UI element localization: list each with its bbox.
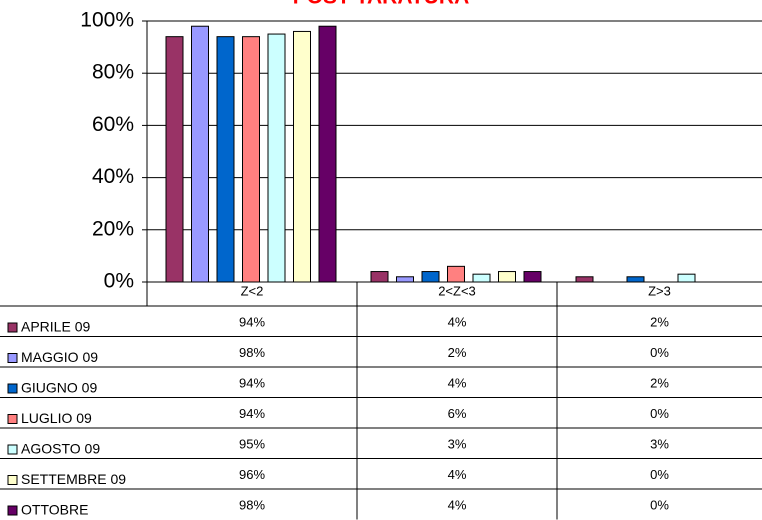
- bar: [626, 276, 645, 283]
- legend-label: MAGGIO 09: [21, 349, 98, 365]
- table-value: 3%: [448, 436, 467, 451]
- legend-label: AGOSTO 09: [21, 441, 100, 457]
- x-tick-label: Z>3: [648, 283, 671, 298]
- table-value: 4%: [448, 467, 467, 482]
- bar: [191, 25, 209, 283]
- table-value: 2%: [650, 375, 669, 390]
- chart-title: POST TARATURA: [293, 0, 470, 9]
- y-tick-label: 20%: [92, 217, 134, 240]
- table-value: 94%: [239, 406, 265, 421]
- legend-key: [7, 414, 18, 424]
- bar: [447, 265, 465, 283]
- legend-label: LUGLIO 09: [21, 410, 92, 426]
- y-tick-label: 0%: [104, 270, 134, 293]
- legend-label: APRILE 09: [21, 319, 90, 335]
- y-tick-label: 80%: [92, 61, 134, 84]
- table-value: 6%: [448, 406, 467, 421]
- table-value: 3%: [650, 436, 669, 451]
- bar: [498, 271, 516, 283]
- legend-key: [7, 383, 18, 394]
- bar: [318, 25, 337, 283]
- y-tick-label: 100%: [80, 9, 134, 32]
- bar: [165, 36, 184, 283]
- legend-key: [7, 444, 18, 455]
- legend-key: [7, 475, 18, 485]
- bar: [523, 271, 542, 283]
- x-tick-label: 2<Z<3: [438, 283, 476, 298]
- table-value: 4%: [448, 497, 467, 512]
- table-value: 0%: [650, 406, 669, 421]
- y-tick-label: 40%: [92, 165, 134, 188]
- bar: [370, 271, 389, 283]
- bar: [293, 30, 311, 283]
- table-value: 4%: [448, 375, 467, 390]
- table-value: 0%: [650, 467, 669, 482]
- table-value: 94%: [239, 314, 265, 329]
- table-value: 0%: [650, 497, 669, 512]
- bar: [421, 271, 440, 283]
- legend-key: [7, 353, 18, 363]
- table-value: 95%: [239, 436, 265, 451]
- bar: [677, 273, 696, 283]
- table-value: 94%: [239, 375, 265, 390]
- table-value: 0%: [650, 345, 669, 360]
- table-value: 96%: [239, 467, 265, 482]
- table-value: 4%: [448, 314, 467, 329]
- table-value: 98%: [239, 345, 265, 360]
- x-tick-label: Z<2: [241, 283, 264, 298]
- bar: [472, 273, 491, 283]
- bar: [575, 276, 594, 283]
- bar: [396, 276, 414, 283]
- table-value: 2%: [448, 345, 467, 360]
- legend-key: [7, 505, 18, 516]
- y-tick-label: 60%: [92, 113, 134, 136]
- legend-label: SETTEMBRE 09: [21, 471, 126, 487]
- bar: [267, 33, 286, 283]
- bar: [216, 36, 235, 283]
- table-value: 2%: [650, 314, 669, 329]
- table-value: 98%: [239, 497, 265, 512]
- bar: [242, 36, 260, 283]
- legend-label: GIUGNO 09: [21, 380, 97, 396]
- legend-key: [7, 322, 18, 333]
- legend-label: OTTOBRE: [21, 502, 88, 518]
